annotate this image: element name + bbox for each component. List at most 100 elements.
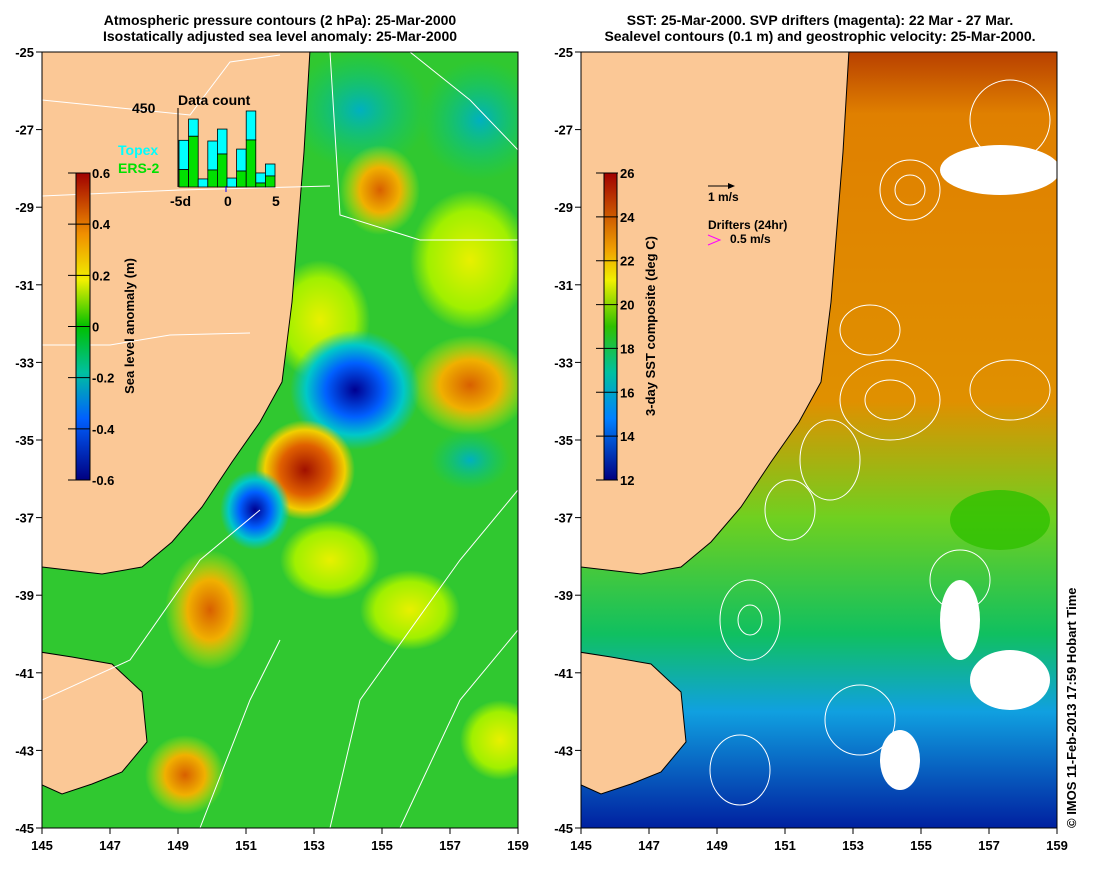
lat-tick-label: -33 — [554, 355, 573, 370]
lat-tick-label: -35 — [554, 433, 573, 448]
sst-map — [581, 52, 1057, 828]
drifter-arrow-icon — [707, 234, 722, 246]
sst-colorbar: 26 24 22 20 18 16 14 12 3-day SST composite (de… — [596, 166, 658, 488]
lat-tick-label: -45 — [15, 821, 34, 836]
lat-tick-label: -45 — [554, 821, 573, 836]
credit: © IMOS 11-Feb-2013 17:59 Hobart Time — [1064, 587, 1079, 828]
colorbar-tick-label: 18 — [620, 341, 634, 356]
lon-tick-label: 147 — [638, 838, 660, 853]
topex-bar — [255, 172, 266, 184]
sea-level-map — [42, 52, 518, 828]
colorbar-tick-label: 16 — [620, 385, 634, 400]
topex-bar — [226, 177, 238, 188]
left-title-line1: Atmospheric pressure contours (2 hPa): 2… — [103, 12, 457, 28]
lon-tick-label: 145 — [570, 838, 592, 853]
lon-tick-label: 149 — [167, 838, 189, 853]
lon-tick-label: 155 — [371, 838, 393, 853]
arrowhead-icon — [728, 183, 735, 189]
topex-bar — [178, 139, 190, 171]
left-title-line2: Isostatically adjusted sea level anomaly… — [102, 28, 458, 44]
lat-tick-label: -35 — [15, 433, 34, 448]
colorbar-tick-label: -0.6 — [92, 473, 114, 488]
data-count-xlabel-start: -5d — [170, 193, 191, 209]
colorbar-tick-label: 22 — [620, 254, 634, 269]
sst-colorbar-label: 3-day SST composite (deg C) — [643, 236, 658, 416]
colorbar-tick-label: 0.4 — [92, 217, 111, 232]
colorbar-tick-label: 24 — [620, 210, 635, 225]
topex-bar — [264, 163, 276, 177]
lon-tick-label: 157 — [439, 838, 461, 853]
right-title-line1: SST: 25-Mar-2000. SVP drifters (magenta)… — [626, 12, 1014, 28]
lat-tick-label: -29 — [554, 200, 573, 215]
lon-tick-label: 157 — [978, 838, 1000, 853]
colorbar-tick-label: -0.2 — [92, 371, 114, 386]
lon-tick-label: 159 — [1046, 838, 1068, 853]
ers2-bar — [216, 153, 228, 188]
data-count-xlabel-end: 5 — [272, 193, 280, 209]
lon-tick-label: 159 — [507, 838, 529, 853]
lat-tick-label: -29 — [15, 200, 34, 215]
ers2-bar — [255, 182, 266, 188]
lon-tick-label: 155 — [910, 838, 932, 853]
velocity-legend: 1 m/s Drifters (24hr) 0.5 m/s — [707, 183, 787, 246]
lon-tick-label: 151 — [774, 838, 796, 853]
lat-tick-label: -25 — [554, 45, 573, 60]
topex-bar — [236, 148, 247, 172]
data-count-xlabel-zero: 0 — [224, 193, 232, 209]
sea-level-colorbar-label: Sea level anomaly (m) — [122, 258, 137, 394]
lat-tick-label: -31 — [15, 278, 34, 293]
lat-tick-label: -43 — [554, 743, 573, 758]
lat-tick-label: -37 — [15, 511, 34, 526]
topex-bar — [197, 178, 209, 188]
lat-tick-label: -31 — [554, 278, 573, 293]
legend-topex: Topex — [118, 142, 158, 158]
ers2-bar — [264, 175, 276, 188]
topex-bar — [216, 128, 228, 155]
data-count-title: Data count — [178, 92, 251, 108]
colorbar-tick-label: -0.4 — [92, 422, 115, 437]
colorbar-tick-label: 20 — [620, 298, 634, 313]
legend-ers2: ERS-2 — [118, 160, 159, 176]
ers2-bar — [236, 170, 247, 188]
lat-tick-label: -37 — [554, 511, 573, 526]
colorbar-tick-label: 0.2 — [92, 268, 110, 283]
topex-bar — [207, 140, 218, 171]
lon-tick-label: 149 — [706, 838, 728, 853]
lon-tick-label: 145 — [31, 838, 53, 853]
lat-tick-label: -33 — [15, 355, 34, 370]
sea-level-colorbar: 0.6 0.4 0.2 0 -0.2 -0.4 -0.6 Sea level anomaly… — [68, 166, 137, 488]
colorbar-tick-label: 26 — [620, 166, 634, 181]
lon-tick-label: 147 — [99, 838, 121, 853]
ers2-bar — [245, 139, 257, 188]
topex-bar — [188, 118, 199, 137]
ers2-bar — [207, 169, 218, 188]
lat-tick-label: -39 — [554, 588, 573, 603]
ers2-bar — [188, 135, 199, 188]
left-title: Atmospheric pressure contours (2 hPa): 2… — [42, 12, 518, 44]
lat-tick-label: -41 — [554, 666, 573, 681]
lon-tick-label: 153 — [303, 838, 325, 853]
land — [581, 52, 850, 795]
right-title-line2: Sealevel contours (0.1 m) and geostrophi… — [604, 28, 1036, 44]
data-count-max-label: 450 — [132, 100, 156, 116]
topex-bar — [245, 110, 257, 141]
sealevel-contours — [709, 79, 1051, 806]
right-title: SST: 25-Mar-2000. SVP drifters (magenta)… — [560, 12, 1080, 44]
colorbar-tick-label: 12 — [620, 473, 634, 488]
lat-tick-label: -39 — [15, 588, 34, 603]
lon-tick-label: 151 — [235, 838, 257, 853]
lat-tick-label: -41 — [15, 666, 34, 681]
data-count-inset: Data count 450 -5d 0 5 Topex ERS-2 — [118, 92, 280, 209]
lat-tick-label: -43 — [15, 743, 34, 758]
lat-tick-label: -25 — [15, 45, 34, 60]
colorbar-tick-label: 0 — [92, 320, 99, 335]
lat-tick-label: -27 — [554, 123, 573, 138]
colorbar-tick-label: 0.6 — [92, 166, 110, 181]
lon-tick-label: 153 — [842, 838, 864, 853]
ers2-bar — [178, 169, 190, 188]
velocity-scale-label: 1 m/s — [708, 190, 739, 204]
drifters-label: Drifters (24hr) — [708, 218, 787, 232]
colorbar-tick-label: 14 — [620, 429, 635, 444]
